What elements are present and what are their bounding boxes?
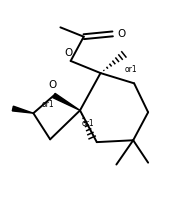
- Text: or1: or1: [42, 100, 54, 109]
- Polygon shape: [12, 106, 33, 113]
- Text: or1: or1: [82, 119, 95, 128]
- Text: O: O: [117, 29, 126, 39]
- Text: O: O: [49, 80, 57, 90]
- Text: O: O: [65, 48, 73, 58]
- Text: or1: or1: [125, 65, 137, 74]
- Polygon shape: [53, 93, 80, 110]
